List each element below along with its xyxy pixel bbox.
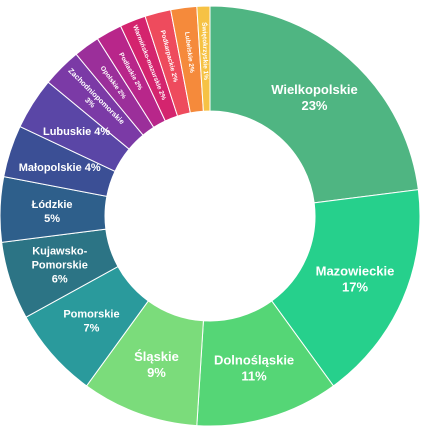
slice-label-swietokrzyskie: Świętokrzyskie 1% [200, 22, 211, 80]
slice-label-slaskie: Śląskie 9% [134, 349, 179, 380]
slice-wielkopolskie [209, 5, 419, 204]
slice-label-wielkopolskie: Wielkopolskie 23% [271, 82, 358, 113]
slice-label-malopolskie: Małopolskie 4% [19, 162, 101, 174]
slice-label-mazowieckie: Mazowieckie 17% [316, 263, 395, 294]
slice-mazowieckie [271, 189, 421, 387]
slice-label-kujawsko-pomorskie: Kujawsko-Pomorskie 6% [32, 246, 88, 286]
donut-slices [0, 5, 421, 427]
slice-label-lodzkie: Łódzkie 5% [32, 199, 73, 225]
slice-swietokrzyskie [196, 5, 211, 112]
slice-label-dolnoslaskie: Dolnośląskie 11% [214, 352, 294, 383]
slice-label-lubuskie: Lubuskie 4% [43, 126, 110, 138]
slice-label-pomorskie: Pomorskie 7% [63, 308, 119, 334]
